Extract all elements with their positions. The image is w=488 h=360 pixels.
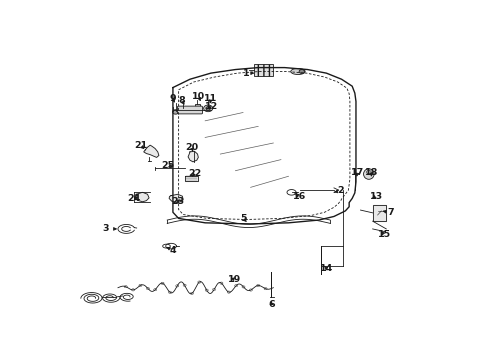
Text: 14: 14 (319, 264, 332, 273)
Text: 10: 10 (192, 92, 205, 101)
Text: 9: 9 (169, 94, 176, 103)
Text: 3: 3 (102, 224, 116, 233)
Text: 21: 21 (134, 141, 147, 150)
Polygon shape (185, 176, 197, 181)
Text: 8: 8 (178, 96, 184, 105)
Text: 7: 7 (383, 208, 393, 217)
Polygon shape (188, 151, 198, 162)
Text: 12: 12 (205, 103, 218, 112)
Text: 23: 23 (171, 197, 184, 206)
Circle shape (180, 108, 185, 112)
Text: 17: 17 (350, 168, 364, 177)
Text: 1: 1 (242, 69, 253, 78)
Text: 19: 19 (227, 275, 241, 284)
Bar (194, 104, 200, 110)
Text: 11: 11 (204, 94, 217, 103)
Text: 13: 13 (369, 192, 382, 201)
Text: 4: 4 (166, 246, 176, 255)
Circle shape (203, 105, 212, 112)
Ellipse shape (363, 169, 373, 179)
Text: 25: 25 (161, 161, 174, 170)
Text: 22: 22 (187, 169, 201, 178)
Bar (253, 64, 273, 76)
Text: 5: 5 (239, 214, 246, 223)
Circle shape (299, 69, 304, 73)
Text: 15: 15 (377, 230, 390, 239)
Text: 18: 18 (365, 168, 378, 177)
Polygon shape (169, 194, 183, 203)
Text: 16: 16 (293, 192, 306, 201)
Text: 2: 2 (334, 186, 344, 195)
Text: 6: 6 (267, 300, 274, 309)
Ellipse shape (290, 68, 305, 75)
Text: 24: 24 (127, 194, 140, 203)
FancyBboxPatch shape (177, 106, 202, 114)
Text: 20: 20 (185, 144, 198, 153)
Polygon shape (135, 192, 149, 202)
Polygon shape (372, 205, 386, 221)
Polygon shape (143, 145, 159, 157)
Circle shape (172, 110, 178, 114)
